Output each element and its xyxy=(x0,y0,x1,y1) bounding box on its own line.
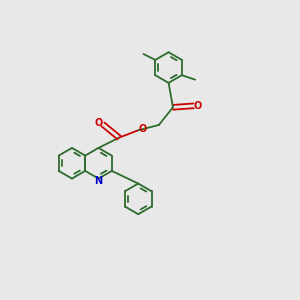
Text: O: O xyxy=(194,101,202,111)
Text: O: O xyxy=(95,118,103,128)
Text: N: N xyxy=(94,176,103,186)
Text: O: O xyxy=(138,124,146,134)
